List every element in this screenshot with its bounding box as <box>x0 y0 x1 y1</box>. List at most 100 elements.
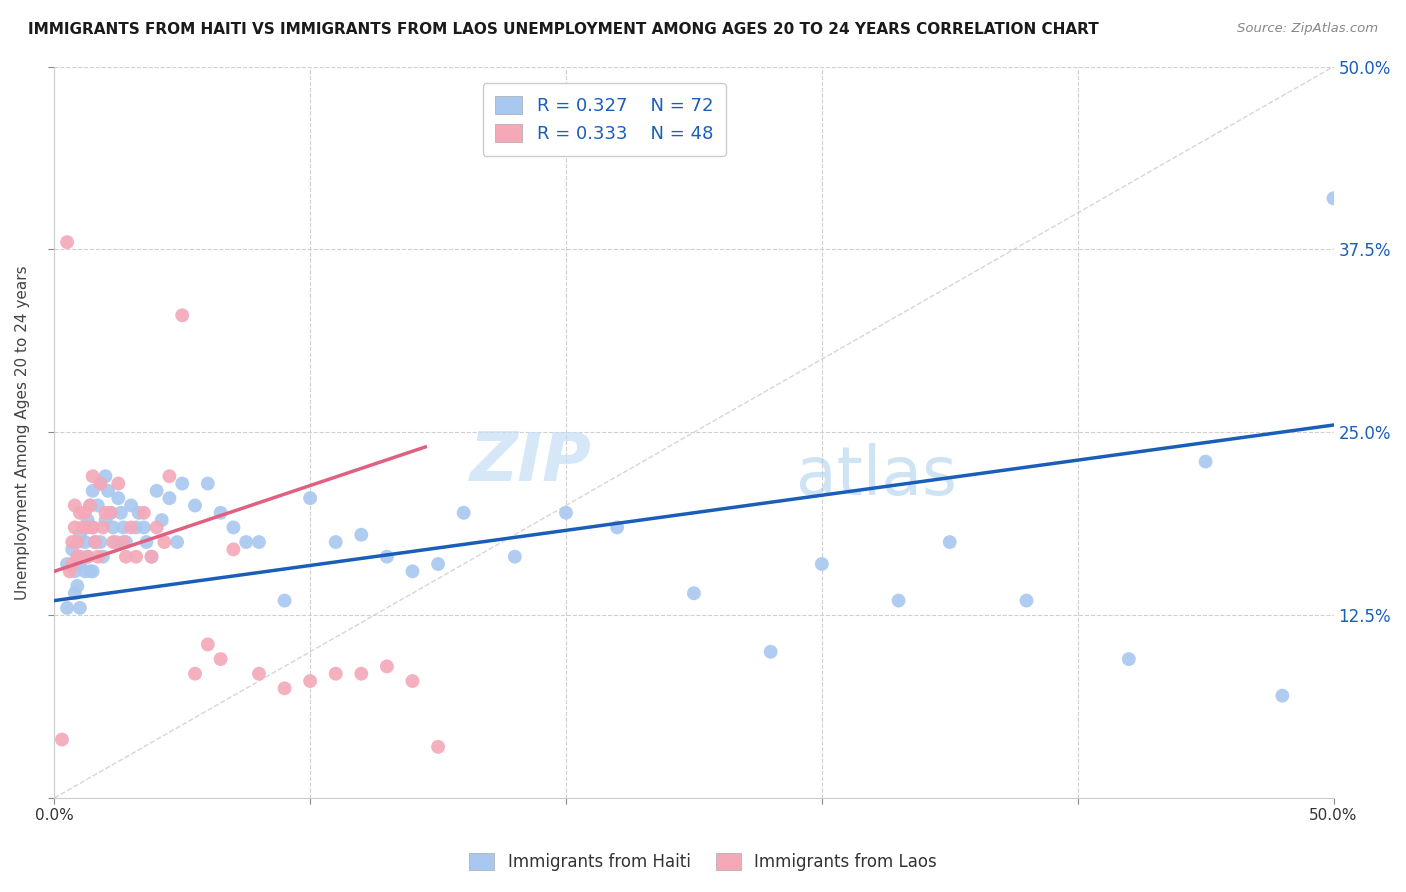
Point <box>120 520 142 534</box>
Point <box>555 506 578 520</box>
Point <box>79 499 101 513</box>
Point <box>107 476 129 491</box>
Point <box>159 491 181 505</box>
Point <box>69 527 91 541</box>
Point <box>112 535 135 549</box>
Point <box>101 520 124 534</box>
Point <box>153 535 176 549</box>
Point <box>66 549 89 564</box>
Point <box>84 535 107 549</box>
Legend: Immigrants from Haiti, Immigrants from Laos: Immigrants from Haiti, Immigrants from L… <box>461 845 945 880</box>
Point <box>100 506 122 520</box>
Point <box>110 506 132 520</box>
Point <box>89 476 111 491</box>
Point <box>94 506 117 520</box>
Point <box>63 586 86 600</box>
Point <box>101 535 124 549</box>
Point <box>453 506 475 520</box>
Point <box>197 637 219 651</box>
Point <box>76 549 98 564</box>
Point <box>97 483 120 498</box>
Point <box>159 469 181 483</box>
Point <box>63 499 86 513</box>
Point <box>184 499 207 513</box>
Point <box>273 681 295 696</box>
Point <box>811 557 834 571</box>
Point <box>938 535 960 549</box>
Point <box>247 666 270 681</box>
Point <box>87 549 110 564</box>
Point <box>69 549 91 564</box>
Point <box>172 476 194 491</box>
Point <box>209 506 232 520</box>
Point <box>401 564 423 578</box>
Point <box>76 513 98 527</box>
Point <box>104 535 127 549</box>
Point <box>91 520 114 534</box>
Point <box>120 499 142 513</box>
Point <box>84 535 107 549</box>
Point <box>325 666 347 681</box>
Point <box>222 542 245 557</box>
Point <box>887 593 910 607</box>
Point <box>325 535 347 549</box>
Point <box>132 506 155 520</box>
Point <box>197 476 219 491</box>
Text: atlas: atlas <box>796 443 957 509</box>
Point <box>94 469 117 483</box>
Point <box>51 732 73 747</box>
Point <box>91 549 114 564</box>
Point <box>69 600 91 615</box>
Text: IMMIGRANTS FROM HAITI VS IMMIGRANTS FROM LAOS UNEMPLOYMENT AMONG AGES 20 TO 24 Y: IMMIGRANTS FROM HAITI VS IMMIGRANTS FROM… <box>28 22 1099 37</box>
Point <box>63 520 86 534</box>
Point <box>100 506 122 520</box>
Point <box>82 564 104 578</box>
Point <box>273 593 295 607</box>
Point <box>401 673 423 688</box>
Point <box>59 564 82 578</box>
Point <box>66 549 89 564</box>
Point <box>1118 652 1140 666</box>
Point <box>63 564 86 578</box>
Point <box>94 513 117 527</box>
Point <box>112 520 135 534</box>
Point <box>60 535 83 549</box>
Point <box>125 520 148 534</box>
Point <box>69 557 91 571</box>
Point <box>66 579 89 593</box>
Point <box>299 491 322 505</box>
Point <box>56 600 79 615</box>
Point <box>115 549 138 564</box>
Text: ZIP: ZIP <box>470 428 592 494</box>
Point <box>141 549 163 564</box>
Point <box>76 520 98 534</box>
Point <box>135 535 157 549</box>
Point <box>150 513 173 527</box>
Point <box>82 483 104 498</box>
Point <box>89 476 111 491</box>
Point <box>79 499 101 513</box>
Point <box>60 542 83 557</box>
Point <box>1015 593 1038 607</box>
Point <box>209 652 232 666</box>
Point <box>73 535 96 549</box>
Point <box>115 535 138 549</box>
Point <box>66 535 89 549</box>
Point <box>247 535 270 549</box>
Point <box>375 549 398 564</box>
Point <box>427 739 450 754</box>
Point <box>72 520 94 534</box>
Point <box>87 499 110 513</box>
Point <box>375 659 398 673</box>
Point <box>683 586 706 600</box>
Y-axis label: Unemployment Among Ages 20 to 24 years: Unemployment Among Ages 20 to 24 years <box>15 265 30 599</box>
Point <box>1322 191 1344 205</box>
Point <box>759 645 782 659</box>
Legend: R = 0.327    N = 72, R = 0.333    N = 48: R = 0.327 N = 72, R = 0.333 N = 48 <box>482 83 725 156</box>
Point <box>60 557 83 571</box>
Point <box>350 666 373 681</box>
Point <box>145 483 167 498</box>
Point <box>606 520 628 534</box>
Point <box>166 535 188 549</box>
Point <box>125 549 148 564</box>
